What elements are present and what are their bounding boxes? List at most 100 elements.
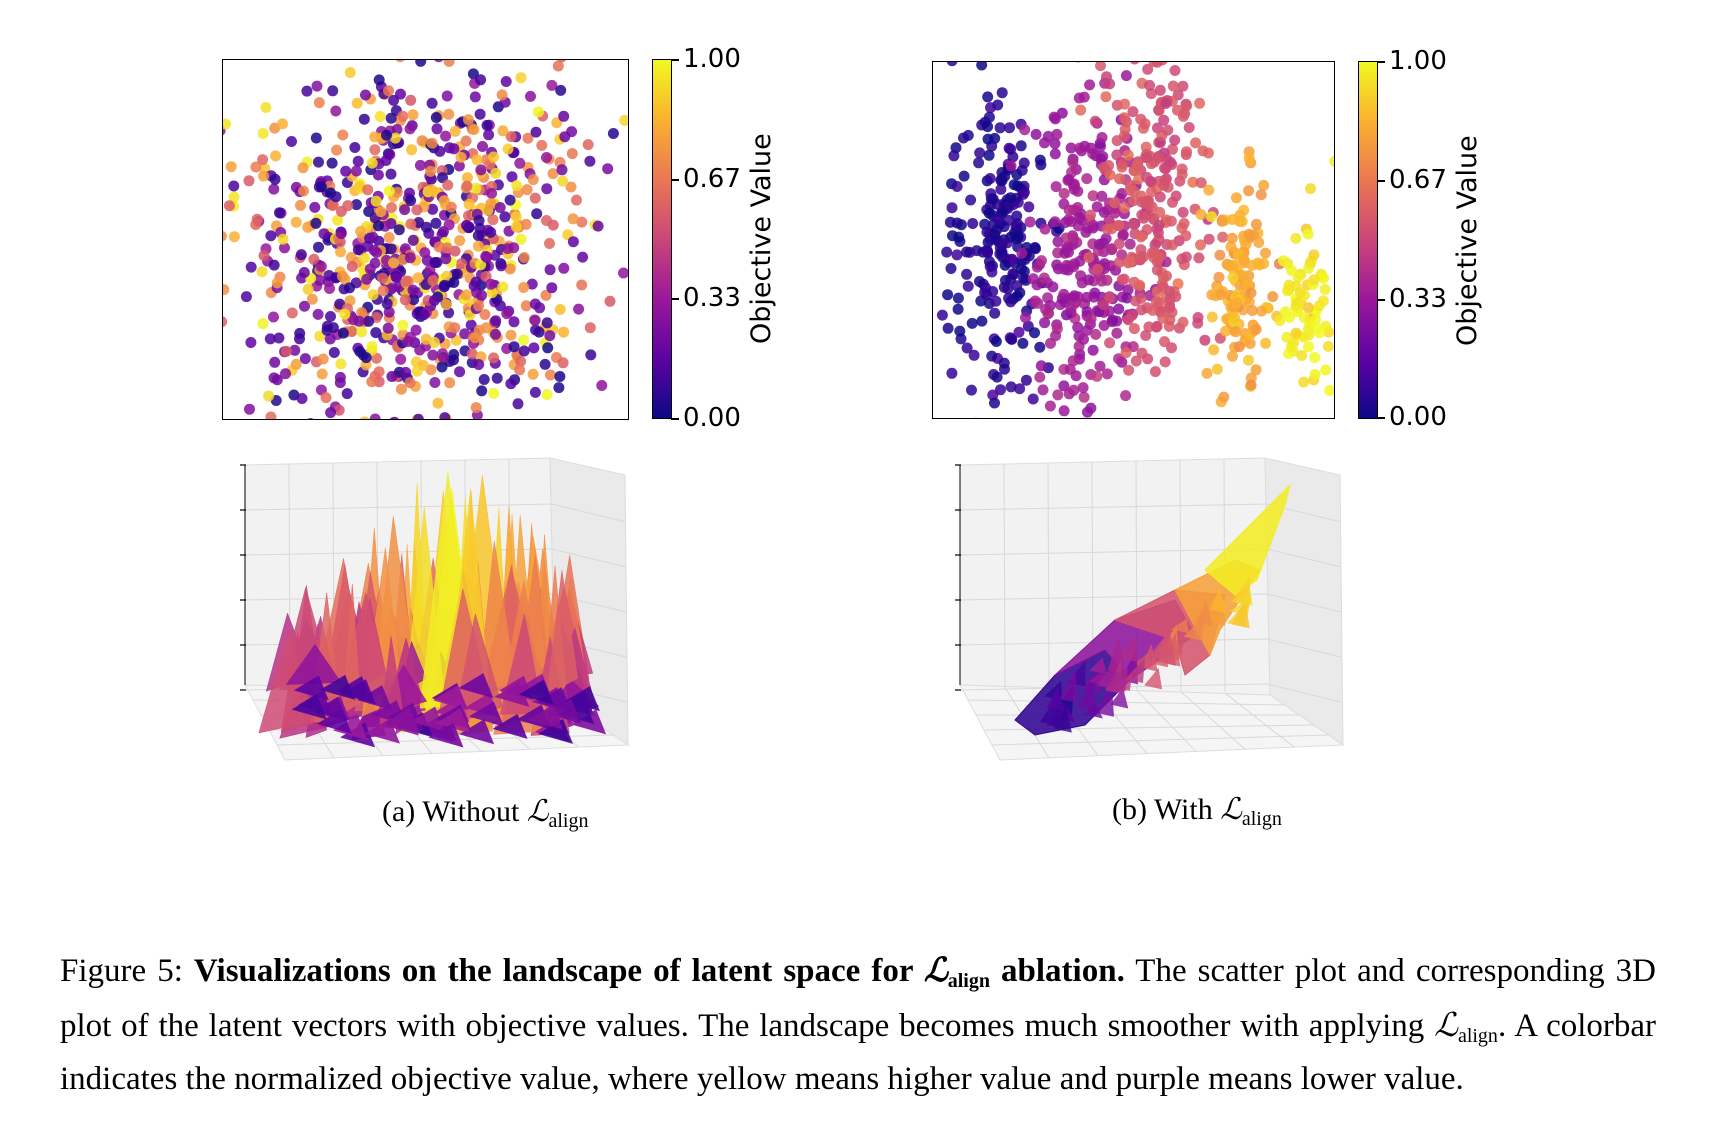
scatter-a-point bbox=[462, 114, 474, 126]
scatter-b-point bbox=[1035, 159, 1047, 171]
scatter-a-point bbox=[619, 114, 628, 126]
scatter-a-point bbox=[415, 60, 427, 67]
scatter-b-point bbox=[1164, 156, 1176, 168]
scatter-b-point bbox=[1151, 264, 1163, 276]
scatter-a-point bbox=[473, 215, 485, 227]
scatter-a-point bbox=[223, 316, 228, 328]
scatter-a-point bbox=[547, 168, 559, 180]
scatter-b-point bbox=[1152, 227, 1164, 239]
scatter-b-point bbox=[1036, 255, 1047, 267]
surface-b-facet bbox=[1125, 657, 1145, 683]
scatter-b-point bbox=[1112, 220, 1124, 231]
scatter-b-point bbox=[1243, 185, 1255, 197]
scatter-a-point bbox=[554, 304, 566, 315]
scatter-a-point bbox=[277, 233, 289, 245]
scatter-b-point bbox=[948, 150, 960, 162]
scatter-b-point bbox=[1016, 247, 1028, 259]
scatter-a-point bbox=[332, 214, 344, 226]
scatter-a-point bbox=[604, 295, 616, 307]
scatter-a-point bbox=[555, 84, 567, 96]
scatter-a-point bbox=[514, 157, 526, 169]
scatter-a-point bbox=[302, 283, 314, 295]
surface-b-facet bbox=[1053, 706, 1072, 733]
scatter-a-point bbox=[268, 183, 280, 195]
scatter-b-point bbox=[1107, 314, 1119, 326]
scatter-a-point bbox=[491, 372, 503, 384]
scatter-a-point bbox=[337, 129, 349, 141]
scatter-a-point bbox=[566, 148, 578, 160]
scatter-a-point bbox=[358, 252, 370, 264]
scatter-a-point bbox=[540, 289, 552, 301]
scatter-a-point bbox=[470, 402, 482, 414]
scatter-b-point bbox=[1152, 151, 1164, 163]
scatter-a-point bbox=[411, 365, 423, 377]
scatter-a-point bbox=[244, 403, 255, 415]
scatter-a-point bbox=[520, 300, 532, 312]
scatter-b-point bbox=[989, 228, 1001, 240]
scatter-b-point bbox=[1082, 406, 1093, 418]
scatter-b-point bbox=[946, 367, 958, 379]
scatter-b-point bbox=[1067, 355, 1079, 367]
scatter-b-point bbox=[1159, 336, 1170, 348]
scatter-a-point bbox=[400, 275, 412, 287]
scatter-a-point bbox=[525, 90, 536, 102]
figure-caption: Figure 5: Visualizations on the landscap… bbox=[60, 948, 1656, 1101]
scatter-b-point bbox=[984, 173, 996, 184]
surface-b-facet bbox=[1089, 657, 1108, 675]
colorbar-a-tick-4: 0.00 bbox=[671, 403, 741, 433]
scatter-b-point bbox=[1114, 173, 1126, 185]
scatter-b-point bbox=[1322, 340, 1334, 352]
scatter-a-point bbox=[459, 328, 471, 340]
scatter-b-point bbox=[989, 307, 1001, 319]
scatter-a-point bbox=[335, 228, 347, 240]
scatter-b-point bbox=[1097, 299, 1109, 311]
scatter-a-point bbox=[271, 277, 283, 289]
scatter-a-point bbox=[223, 230, 227, 242]
scatter-b-point bbox=[1154, 206, 1166, 218]
scatter-a-point bbox=[279, 242, 290, 254]
scatter-a-point bbox=[472, 230, 484, 242]
scatter-b-point bbox=[1147, 304, 1159, 316]
scatter-b-point bbox=[952, 292, 964, 304]
scatter-b-point bbox=[1018, 157, 1030, 169]
scatter-a-point bbox=[315, 260, 327, 272]
scatter-a-point bbox=[346, 261, 358, 272]
scatter-b-point bbox=[1081, 324, 1093, 336]
caption-bold-sub: align bbox=[947, 970, 990, 992]
scatter-a-point bbox=[404, 377, 416, 389]
scatter-b-point bbox=[1034, 371, 1046, 383]
scatter-a-point bbox=[400, 366, 412, 378]
scatter-b-point bbox=[1089, 287, 1101, 299]
scatter-a-point bbox=[317, 353, 329, 365]
surface-a-base-facet bbox=[559, 699, 595, 725]
scatter-b-point bbox=[1241, 278, 1253, 290]
scatter-b-point bbox=[1250, 324, 1262, 335]
scatter-b-point bbox=[966, 317, 978, 329]
scatter-a-point bbox=[521, 184, 533, 196]
scatter-a-point bbox=[556, 164, 568, 176]
scatter-a-point bbox=[391, 124, 403, 135]
scatter-a-point bbox=[298, 267, 310, 278]
scatter-a-point bbox=[228, 180, 240, 192]
scatter-a-point bbox=[427, 203, 439, 215]
scatter-b-point bbox=[1120, 347, 1132, 359]
scatter-b-point bbox=[976, 62, 988, 71]
scatter-a-point bbox=[289, 344, 301, 356]
scatter-a-point bbox=[490, 328, 501, 340]
scatter-a-point bbox=[369, 413, 381, 419]
scatter-a-point bbox=[245, 337, 257, 348]
scatter-b-point bbox=[1302, 324, 1314, 335]
scatter-a-point bbox=[316, 368, 328, 380]
scatter-points-b bbox=[936, 62, 1334, 418]
caption-text-1: The scatter plot and corresponding 3D pl… bbox=[60, 953, 1657, 1044]
scatter-a-point bbox=[551, 117, 563, 129]
surface-a-base-facet bbox=[320, 674, 356, 700]
scatter-a-point bbox=[428, 295, 440, 306]
scatter-a-point bbox=[298, 185, 309, 197]
scatter-a-point bbox=[518, 345, 530, 357]
scatter-b-point bbox=[1238, 254, 1250, 266]
scatter-a-point bbox=[527, 368, 539, 380]
scatter-b-point bbox=[1068, 290, 1080, 302]
scatter-b-point bbox=[1122, 149, 1134, 161]
scatter-b-point bbox=[1230, 192, 1242, 204]
